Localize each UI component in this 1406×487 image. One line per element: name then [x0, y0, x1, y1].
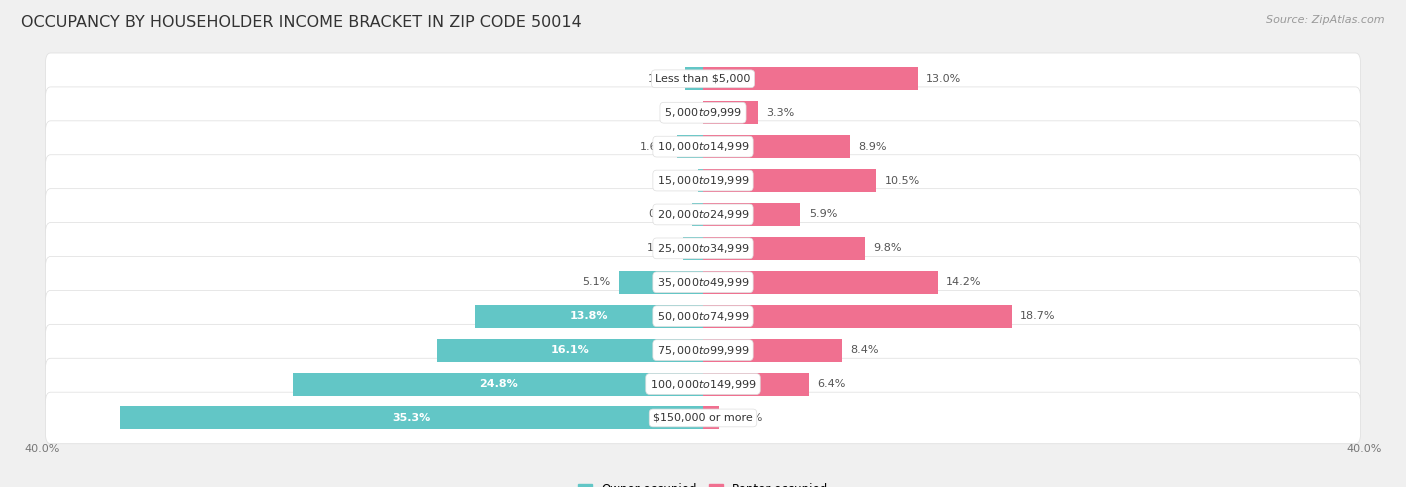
FancyBboxPatch shape: [45, 121, 1361, 172]
Bar: [703, 237, 865, 260]
Text: 0.0%: 0.0%: [666, 108, 695, 118]
Text: $50,000 to $74,999: $50,000 to $74,999: [657, 310, 749, 323]
FancyBboxPatch shape: [45, 53, 1361, 105]
Text: 5.9%: 5.9%: [808, 209, 837, 220]
Bar: [685, 67, 703, 90]
FancyBboxPatch shape: [45, 392, 1361, 444]
Bar: [703, 338, 842, 362]
Bar: [697, 169, 703, 192]
Text: $35,000 to $49,999: $35,000 to $49,999: [657, 276, 749, 289]
FancyBboxPatch shape: [45, 257, 1361, 308]
FancyBboxPatch shape: [45, 290, 1361, 342]
Bar: [120, 407, 703, 430]
Text: 1.1%: 1.1%: [648, 74, 676, 84]
Text: 24.8%: 24.8%: [479, 379, 517, 389]
Text: 1.2%: 1.2%: [647, 244, 675, 253]
Bar: [703, 101, 758, 124]
Text: $100,000 to $149,999: $100,000 to $149,999: [650, 377, 756, 391]
Legend: Owner-occupied, Renter-occupied: Owner-occupied, Renter-occupied: [572, 478, 834, 487]
FancyBboxPatch shape: [45, 188, 1361, 240]
Bar: [437, 338, 703, 362]
Bar: [703, 271, 938, 294]
Text: 16.1%: 16.1%: [551, 345, 589, 355]
FancyBboxPatch shape: [45, 87, 1361, 138]
Bar: [703, 67, 918, 90]
FancyBboxPatch shape: [45, 223, 1361, 274]
Bar: [703, 203, 800, 226]
Text: 0.68%: 0.68%: [648, 209, 683, 220]
Text: 6.4%: 6.4%: [817, 379, 845, 389]
Bar: [676, 135, 703, 158]
Text: 0.95%: 0.95%: [727, 413, 762, 423]
Text: 35.3%: 35.3%: [392, 413, 430, 423]
Text: 1.6%: 1.6%: [640, 142, 668, 151]
Bar: [703, 305, 1012, 328]
Text: 14.2%: 14.2%: [946, 277, 981, 287]
Text: $150,000 or more: $150,000 or more: [654, 413, 752, 423]
Bar: [692, 203, 703, 226]
Bar: [703, 373, 808, 395]
FancyBboxPatch shape: [45, 324, 1361, 376]
Bar: [703, 407, 718, 430]
Text: Less than $5,000: Less than $5,000: [655, 74, 751, 84]
Bar: [703, 169, 876, 192]
Text: 8.9%: 8.9%: [858, 142, 887, 151]
Bar: [475, 305, 703, 328]
Text: $15,000 to $19,999: $15,000 to $19,999: [657, 174, 749, 187]
FancyBboxPatch shape: [45, 155, 1361, 206]
Bar: [294, 373, 703, 395]
Text: $25,000 to $34,999: $25,000 to $34,999: [657, 242, 749, 255]
Text: OCCUPANCY BY HOUSEHOLDER INCOME BRACKET IN ZIP CODE 50014: OCCUPANCY BY HOUSEHOLDER INCOME BRACKET …: [21, 15, 582, 30]
Text: 0.32%: 0.32%: [654, 175, 689, 186]
Bar: [683, 237, 703, 260]
Bar: [703, 135, 851, 158]
Bar: [619, 271, 703, 294]
Text: $20,000 to $24,999: $20,000 to $24,999: [657, 208, 749, 221]
Text: 3.3%: 3.3%: [766, 108, 794, 118]
Text: $75,000 to $99,999: $75,000 to $99,999: [657, 344, 749, 356]
FancyBboxPatch shape: [45, 358, 1361, 410]
Text: 13.0%: 13.0%: [927, 74, 962, 84]
Text: Source: ZipAtlas.com: Source: ZipAtlas.com: [1267, 15, 1385, 25]
Text: 8.4%: 8.4%: [851, 345, 879, 355]
Text: $5,000 to $9,999: $5,000 to $9,999: [664, 106, 742, 119]
Text: 18.7%: 18.7%: [1021, 311, 1056, 321]
Text: $10,000 to $14,999: $10,000 to $14,999: [657, 140, 749, 153]
Text: 5.1%: 5.1%: [582, 277, 610, 287]
Text: 13.8%: 13.8%: [569, 311, 609, 321]
Text: 9.8%: 9.8%: [873, 244, 901, 253]
Text: 10.5%: 10.5%: [884, 175, 920, 186]
